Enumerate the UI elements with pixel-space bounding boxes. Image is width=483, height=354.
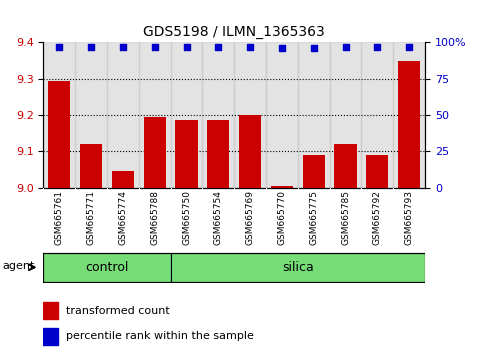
Bar — [80, 144, 102, 188]
Bar — [43, 302, 58, 319]
Bar — [170, 42, 202, 188]
Text: percentile rank within the sample: percentile rank within the sample — [66, 331, 254, 341]
Bar — [143, 117, 166, 188]
Bar — [361, 42, 393, 188]
Text: control: control — [85, 261, 129, 274]
Bar — [107, 42, 139, 188]
Bar — [393, 42, 425, 188]
Bar — [234, 42, 266, 188]
Text: agent: agent — [2, 261, 35, 271]
Point — [405, 44, 413, 50]
Bar — [139, 42, 170, 188]
Bar — [43, 328, 58, 345]
Point — [151, 44, 158, 50]
Bar — [112, 171, 134, 188]
FancyBboxPatch shape — [170, 253, 425, 282]
Bar — [202, 42, 234, 188]
Bar — [298, 42, 330, 188]
Bar — [207, 120, 229, 188]
FancyBboxPatch shape — [43, 253, 170, 282]
Bar — [366, 155, 388, 188]
Point — [183, 44, 190, 50]
Bar — [48, 81, 71, 188]
Point — [341, 44, 349, 50]
Bar — [266, 42, 298, 188]
Title: GDS5198 / ILMN_1365363: GDS5198 / ILMN_1365363 — [143, 25, 325, 39]
Point — [119, 44, 127, 50]
Bar — [239, 115, 261, 188]
Bar — [398, 61, 420, 188]
Point — [56, 44, 63, 50]
Bar — [43, 42, 75, 188]
Bar — [334, 144, 356, 188]
Bar — [75, 42, 107, 188]
Bar — [330, 42, 361, 188]
Point — [373, 44, 381, 50]
Point — [310, 45, 318, 51]
Point — [246, 44, 254, 50]
Text: silica: silica — [282, 261, 314, 274]
Bar — [175, 120, 198, 188]
Bar — [271, 186, 293, 188]
Point — [214, 44, 222, 50]
Point — [278, 45, 286, 51]
Point — [87, 44, 95, 50]
Text: transformed count: transformed count — [66, 306, 170, 316]
Bar — [303, 155, 325, 188]
